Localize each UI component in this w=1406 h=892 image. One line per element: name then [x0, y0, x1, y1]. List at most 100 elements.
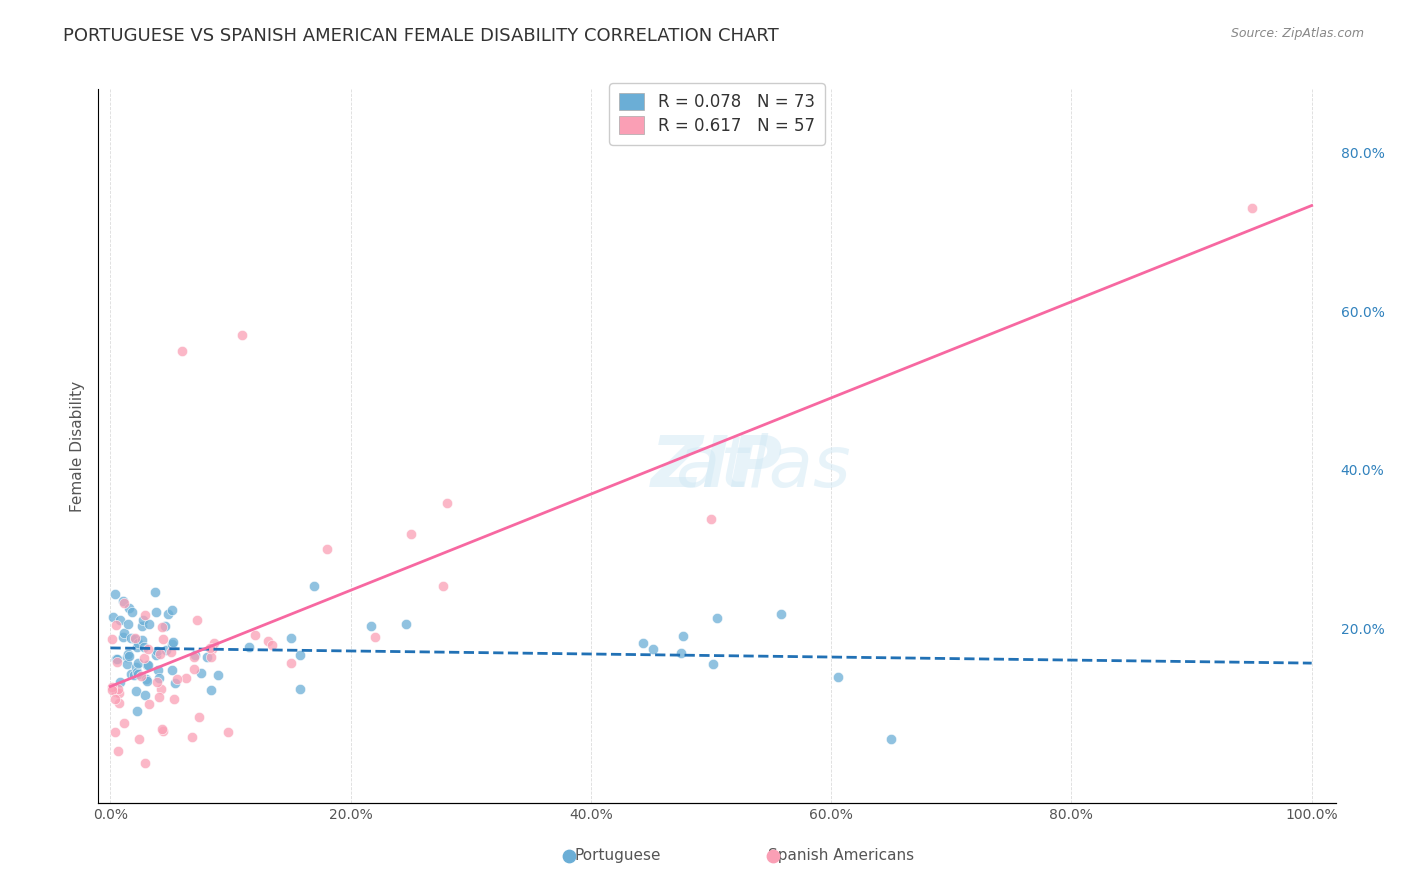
Point: [145, 605, 167, 619]
Point: [149, 681, 172, 696]
Point: [183, 662, 205, 676]
Point: [117, 647, 139, 661]
Point: [198, 641, 221, 656]
Point: [290, 681, 312, 696]
Point: [127, 704, 149, 718]
Text: PORTUGUESE VS SPANISH AMERICAN FEMALE DISABILITY CORRELATION CHART: PORTUGUESE VS SPANISH AMERICAN FEMALE DI…: [63, 27, 779, 45]
Point: [125, 640, 148, 654]
Point: [118, 649, 141, 664]
Point: [207, 668, 229, 682]
Point: [143, 585, 166, 599]
Point: [156, 607, 179, 622]
Point: [152, 632, 174, 646]
Point: [107, 697, 129, 711]
Point: [108, 613, 131, 627]
Point: [190, 665, 212, 680]
Point: [104, 586, 127, 600]
Point: [155, 618, 177, 632]
Point: [1240, 201, 1263, 215]
Point: [124, 632, 146, 646]
Point: [148, 663, 170, 677]
Point: [641, 641, 664, 656]
Point: [132, 651, 155, 665]
Point: [183, 648, 205, 662]
Point: [360, 619, 382, 633]
Point: [124, 631, 146, 645]
Point: [754, 839, 776, 854]
Point: [108, 675, 131, 690]
Point: [170, 343, 193, 358]
Point: [436, 496, 458, 510]
Point: [195, 650, 218, 665]
Point: [146, 675, 169, 690]
Text: ZIP: ZIP: [651, 433, 783, 502]
Point: [128, 732, 150, 747]
Point: [149, 648, 172, 662]
Point: [134, 608, 156, 623]
Point: [200, 650, 222, 665]
Point: [138, 641, 160, 656]
Point: [827, 670, 849, 684]
Point: [104, 685, 127, 699]
Point: [280, 631, 302, 645]
Point: [107, 744, 129, 758]
Point: [115, 650, 138, 665]
Point: [155, 643, 177, 657]
Point: [880, 732, 903, 747]
Point: [201, 641, 224, 656]
Point: [145, 648, 167, 663]
Point: [288, 648, 311, 663]
Point: [162, 635, 184, 649]
Point: [669, 646, 692, 660]
Point: [127, 656, 149, 670]
Point: [120, 666, 142, 681]
Point: [112, 625, 135, 640]
Point: [132, 613, 155, 627]
Point: [148, 690, 170, 705]
Point: [103, 691, 125, 706]
Point: [260, 639, 283, 653]
Point: [166, 672, 188, 686]
Point: [127, 667, 149, 681]
Point: [150, 722, 173, 736]
Point: [257, 633, 280, 648]
Point: [243, 628, 266, 642]
Point: [118, 601, 141, 615]
Point: [117, 616, 139, 631]
Point: [163, 691, 186, 706]
Text: Source: ZipAtlas.com: Source: ZipAtlas.com: [1230, 27, 1364, 40]
Text: atlas: atlas: [583, 433, 851, 502]
Point: [127, 665, 149, 679]
Point: [163, 675, 186, 690]
Point: [125, 660, 148, 674]
Legend: R = 0.078   N = 73, R = 0.617   N = 57: R = 0.078 N = 73, R = 0.617 N = 57: [609, 83, 825, 145]
Point: [555, 839, 578, 854]
Point: [395, 617, 418, 632]
Point: [136, 658, 159, 673]
Y-axis label: Female Disability: Female Disability: [69, 380, 84, 512]
Point: [135, 657, 157, 672]
Point: [399, 527, 422, 541]
Point: [183, 649, 205, 664]
Text: Spanish Americans: Spanish Americans: [768, 848, 914, 863]
Point: [138, 616, 160, 631]
Point: [132, 640, 155, 654]
Point: [134, 756, 156, 771]
Point: [111, 594, 134, 608]
Point: [231, 328, 253, 343]
Point: [107, 681, 129, 696]
Point: [160, 636, 183, 650]
Point: [111, 631, 134, 645]
Point: [160, 603, 183, 617]
Point: [769, 607, 792, 621]
Point: [104, 617, 127, 632]
Point: [112, 596, 135, 610]
Point: [302, 579, 325, 593]
Point: [706, 611, 728, 625]
Point: [100, 632, 122, 646]
Point: [181, 730, 204, 744]
Point: [121, 605, 143, 619]
Point: [105, 656, 128, 670]
Point: [202, 636, 225, 650]
Point: [103, 610, 125, 624]
